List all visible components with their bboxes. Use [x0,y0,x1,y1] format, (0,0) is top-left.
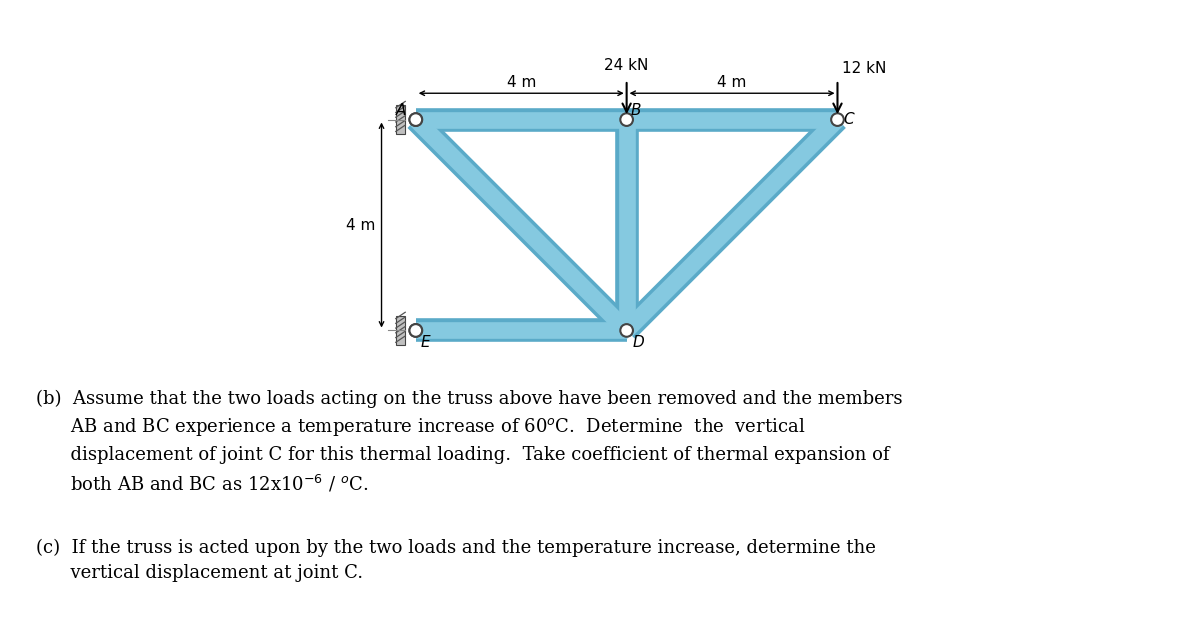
Text: 4 m: 4 m [346,218,376,232]
Text: (b)  Assume that the two loads acting on the truss above have been removed and t: (b) Assume that the two loads acting on … [36,389,902,494]
Circle shape [409,113,422,126]
Text: 24 kN: 24 kN [605,58,649,73]
Text: B: B [631,103,641,117]
Bar [396,316,406,345]
Text: (c)  If the truss is acted upon by the two loads and the temperature increase, d: (c) If the truss is acted upon by the tw… [36,538,876,582]
Circle shape [409,324,422,337]
Circle shape [409,113,422,126]
Text: C: C [844,112,854,127]
Circle shape [620,324,632,337]
Text: A: A [396,103,407,117]
Circle shape [832,113,844,126]
Circle shape [409,324,422,337]
Text: 12 kN: 12 kN [841,61,886,77]
Text: D: D [632,334,644,350]
Text: 4 m: 4 m [718,75,746,90]
Circle shape [620,113,632,126]
Text: E: E [420,334,430,350]
Text: 4 m: 4 m [506,75,536,90]
Bar [396,105,406,134]
